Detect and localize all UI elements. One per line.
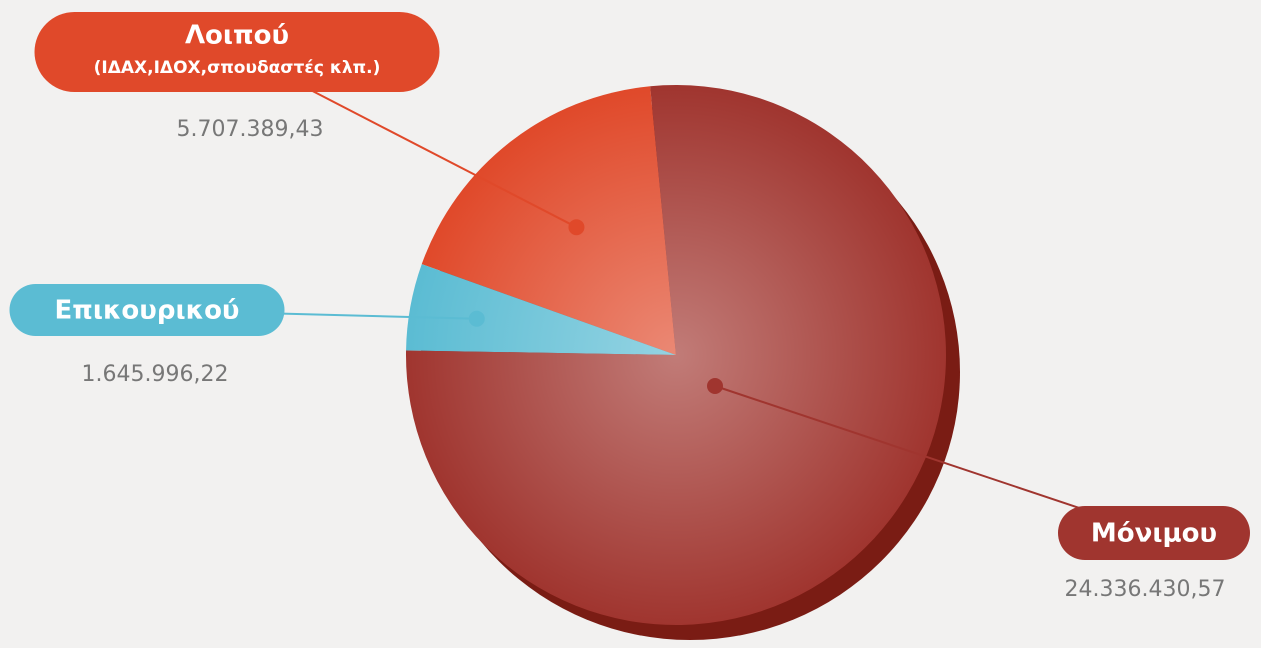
pie-shine	[406, 85, 946, 625]
leader-dot	[468, 310, 485, 327]
value-label: 1.645.996,22	[82, 362, 229, 387]
leader-dot	[568, 219, 585, 236]
label-pill	[34, 12, 440, 92]
category-label: Επικουρικού	[55, 296, 240, 326]
label-pill	[1058, 506, 1250, 560]
category-label: Μόνιμου	[1091, 519, 1217, 549]
value-label: 24.336.430,57	[1065, 577, 1226, 602]
value-label: 5.707.389,43	[177, 117, 324, 142]
category-label: Λοιπού	[185, 21, 289, 51]
label-pill	[9, 284, 285, 336]
leader-dot	[707, 378, 723, 394]
category-note: (ΙΔΑΧ,ΙΔΟΧ,σπουδαστές κλπ.)	[94, 58, 381, 78]
